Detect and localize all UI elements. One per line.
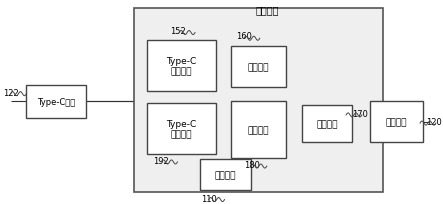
Text: Type-C
通信单元: Type-C 通信单元 bbox=[167, 120, 197, 139]
Text: 调压模块: 调压模块 bbox=[248, 63, 269, 72]
Text: 152: 152 bbox=[171, 27, 186, 36]
Text: 160: 160 bbox=[237, 32, 253, 41]
Text: 控制模块: 控制模块 bbox=[248, 126, 269, 135]
Bar bbox=[370, 102, 423, 142]
Bar bbox=[134, 9, 383, 192]
Text: 激活单元: 激活单元 bbox=[215, 171, 237, 180]
Text: 120: 120 bbox=[426, 118, 442, 126]
Text: 180: 180 bbox=[244, 160, 260, 169]
Text: Type-C接口: Type-C接口 bbox=[37, 97, 75, 106]
Text: 检测模块: 检测模块 bbox=[316, 120, 338, 129]
Bar bbox=[231, 102, 286, 159]
Text: 控制系统: 控制系统 bbox=[255, 5, 279, 15]
Bar bbox=[200, 160, 251, 190]
Text: 110: 110 bbox=[201, 194, 217, 203]
Bar bbox=[27, 85, 86, 118]
Bar bbox=[302, 106, 352, 142]
Text: 122: 122 bbox=[3, 88, 19, 97]
Text: 电芯组件: 电芯组件 bbox=[385, 118, 407, 126]
Bar bbox=[231, 47, 286, 88]
Text: 192: 192 bbox=[153, 156, 169, 165]
Bar bbox=[148, 41, 216, 92]
Text: Type-C
保护单元: Type-C 保护单元 bbox=[167, 57, 197, 76]
Bar bbox=[148, 104, 216, 155]
Text: 170: 170 bbox=[352, 110, 368, 118]
